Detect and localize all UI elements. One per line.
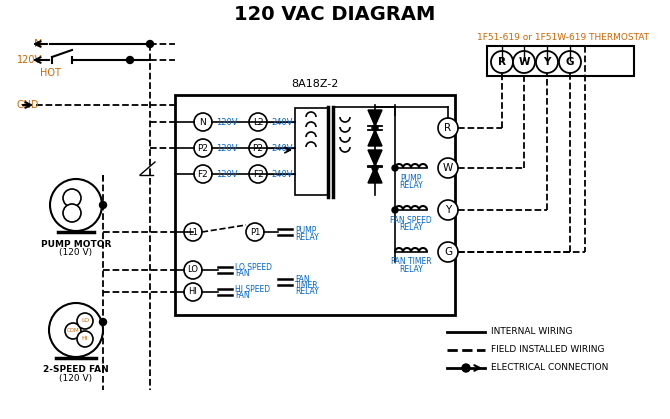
Text: W: W xyxy=(443,163,453,173)
Text: 240V: 240V xyxy=(271,117,293,127)
Circle shape xyxy=(392,165,398,171)
Circle shape xyxy=(372,125,378,131)
Text: PUMP: PUMP xyxy=(400,173,421,183)
Text: FIELD INSTALLED WIRING: FIELD INSTALLED WIRING xyxy=(491,346,604,354)
Circle shape xyxy=(438,158,458,178)
Text: P2: P2 xyxy=(253,143,263,153)
Circle shape xyxy=(63,189,81,207)
Text: GND: GND xyxy=(17,100,40,110)
Circle shape xyxy=(194,113,212,131)
Text: Y: Y xyxy=(445,205,451,215)
Text: 120V: 120V xyxy=(17,55,43,65)
Circle shape xyxy=(513,51,535,73)
Text: P2: P2 xyxy=(198,143,208,153)
Circle shape xyxy=(100,318,107,326)
Bar xyxy=(487,46,634,76)
Text: HOT: HOT xyxy=(40,68,60,78)
Circle shape xyxy=(392,207,398,213)
Text: (120 V): (120 V) xyxy=(60,248,92,258)
Circle shape xyxy=(491,51,513,73)
Circle shape xyxy=(184,223,202,241)
Text: HI: HI xyxy=(188,287,198,297)
Text: P1: P1 xyxy=(250,228,260,236)
Text: R: R xyxy=(444,123,452,133)
Text: TIMER: TIMER xyxy=(295,280,319,290)
Circle shape xyxy=(184,261,202,279)
Text: (120 V): (120 V) xyxy=(60,375,92,383)
Circle shape xyxy=(559,51,581,73)
Text: 1F51-619 or 1F51W-619 THERMOSTAT: 1F51-619 or 1F51W-619 THERMOSTAT xyxy=(477,33,649,41)
Polygon shape xyxy=(368,110,382,126)
Circle shape xyxy=(249,139,267,157)
Text: ELECTRICAL CONNECTION: ELECTRICAL CONNECTION xyxy=(491,364,608,372)
Circle shape xyxy=(438,200,458,220)
Circle shape xyxy=(249,165,267,183)
Polygon shape xyxy=(368,130,382,146)
Text: RELAY: RELAY xyxy=(295,233,319,241)
Text: L2: L2 xyxy=(253,117,263,127)
Circle shape xyxy=(249,113,267,131)
Text: 240V: 240V xyxy=(271,170,293,178)
Text: RELAY: RELAY xyxy=(399,264,423,274)
Circle shape xyxy=(438,118,458,138)
Text: LO SPEED: LO SPEED xyxy=(235,262,272,272)
Text: LO: LO xyxy=(188,266,198,274)
Text: G: G xyxy=(444,247,452,257)
Text: R: R xyxy=(498,57,506,67)
Circle shape xyxy=(63,204,81,222)
Text: 120V: 120V xyxy=(216,143,237,153)
Bar xyxy=(295,108,328,195)
Circle shape xyxy=(536,51,558,73)
Text: PUMP: PUMP xyxy=(295,225,316,235)
Text: FAN: FAN xyxy=(235,292,250,300)
Bar xyxy=(175,95,455,315)
Text: 120V: 120V xyxy=(216,170,237,178)
Circle shape xyxy=(184,283,202,301)
Text: FAN: FAN xyxy=(235,269,250,279)
Circle shape xyxy=(77,331,93,347)
Circle shape xyxy=(49,303,103,357)
Text: 120V: 120V xyxy=(216,117,237,127)
Circle shape xyxy=(194,165,212,183)
Text: HI SPEED: HI SPEED xyxy=(235,285,270,293)
Text: 240V: 240V xyxy=(271,143,293,153)
Text: FAN: FAN xyxy=(295,274,310,284)
Text: L1: L1 xyxy=(188,228,198,236)
Text: RELAY: RELAY xyxy=(399,222,423,232)
Text: COM: COM xyxy=(67,328,79,334)
Text: RELAY: RELAY xyxy=(399,181,423,189)
Text: HI: HI xyxy=(82,336,88,341)
Text: 2-SPEED FAN: 2-SPEED FAN xyxy=(43,365,109,375)
Text: RELAY: RELAY xyxy=(295,287,319,295)
Circle shape xyxy=(246,223,264,241)
Text: F2: F2 xyxy=(253,170,263,178)
Text: FAN SPEED: FAN SPEED xyxy=(390,215,432,225)
Text: Y: Y xyxy=(543,57,551,67)
Circle shape xyxy=(462,364,470,372)
Circle shape xyxy=(50,179,102,231)
Text: INTERNAL WIRING: INTERNAL WIRING xyxy=(491,328,572,336)
Circle shape xyxy=(100,202,107,209)
Text: N: N xyxy=(34,39,42,49)
Text: 8A18Z-2: 8A18Z-2 xyxy=(291,79,339,89)
Text: F2: F2 xyxy=(198,170,208,178)
Circle shape xyxy=(65,323,81,339)
Circle shape xyxy=(77,313,93,329)
Text: N: N xyxy=(200,117,206,127)
Text: W: W xyxy=(519,57,530,67)
Polygon shape xyxy=(368,167,382,183)
Circle shape xyxy=(127,57,133,64)
Circle shape xyxy=(147,41,153,47)
Text: PUMP MOTOR: PUMP MOTOR xyxy=(41,240,111,248)
Text: G: G xyxy=(565,57,574,67)
Text: LO: LO xyxy=(81,318,89,323)
Polygon shape xyxy=(368,150,382,166)
Text: 120 VAC DIAGRAM: 120 VAC DIAGRAM xyxy=(234,5,436,23)
Circle shape xyxy=(438,242,458,262)
Circle shape xyxy=(194,139,212,157)
Circle shape xyxy=(372,165,378,171)
Text: FAN TIMER: FAN TIMER xyxy=(391,258,431,266)
